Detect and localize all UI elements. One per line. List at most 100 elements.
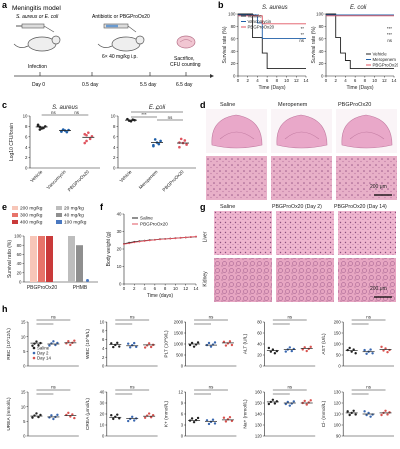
brain-section-saline bbox=[206, 109, 267, 153]
h-point bbox=[190, 341, 194, 345]
e-legend-label: 300 mg/kg bbox=[20, 213, 43, 219]
panel-g-histology: Saline PBGProOx20 (Day 2) PBGProOx20 (Da… bbox=[202, 204, 398, 302]
h-sig-label: ns bbox=[366, 385, 371, 390]
h-point bbox=[222, 416, 226, 419]
kidney-saline bbox=[214, 258, 272, 302]
h-point bbox=[286, 400, 289, 404]
e-ytick-label: 20 bbox=[17, 270, 22, 275]
e-legend-label: 200 mg/kg bbox=[20, 206, 43, 212]
c2-sig-label: ns bbox=[168, 115, 173, 120]
b1-xtick-label: 6 bbox=[266, 78, 269, 83]
mouse-icon-2 bbox=[97, 35, 145, 52]
b1-xtick-label: 8 bbox=[276, 78, 279, 83]
b1-annotation: ** bbox=[301, 26, 305, 31]
histology-g-row-liver: Liver bbox=[202, 231, 209, 243]
f-ytick-label: 40 bbox=[117, 212, 122, 217]
b1-xtick-label: 4 bbox=[256, 78, 259, 83]
h-point bbox=[71, 413, 74, 416]
h-point bbox=[369, 348, 372, 351]
c2-category-label: Vehicle bbox=[119, 169, 133, 183]
h-point bbox=[369, 415, 372, 418]
histology-g-images bbox=[214, 211, 396, 302]
h-point bbox=[382, 349, 385, 352]
h-point bbox=[39, 413, 42, 417]
b2-ytick-label: 20 bbox=[319, 61, 324, 66]
c1-point bbox=[38, 128, 42, 131]
h-point bbox=[69, 343, 72, 347]
b2-annotation: *** bbox=[387, 26, 392, 31]
brain-zoom-pbg bbox=[336, 156, 397, 200]
h-point bbox=[73, 339, 76, 342]
c1-ytick-label: 8 bbox=[25, 124, 28, 129]
b1-ytick-label: 40 bbox=[231, 49, 236, 54]
h-point bbox=[371, 352, 374, 355]
h-point bbox=[149, 416, 153, 419]
h-point bbox=[52, 417, 55, 421]
b2-ytick-label: 60 bbox=[319, 36, 324, 41]
dose-label: 6× 40 mg/kg i.p. bbox=[102, 54, 138, 60]
scalebar-d-label: 200 μm bbox=[370, 184, 387, 190]
e-legend-label: 100 mg/kg bbox=[64, 220, 87, 226]
h-ytick-label: 10 bbox=[21, 334, 26, 339]
h-legend-marker bbox=[32, 346, 36, 350]
h-ylabel: PLT (10^9/L) bbox=[164, 330, 170, 358]
b1-annotation: ** bbox=[301, 32, 305, 37]
e-legend-label: 20 mg/kg bbox=[64, 206, 84, 212]
syringe-icon bbox=[16, 23, 55, 33]
c2-point bbox=[178, 145, 181, 149]
h-ytick-label: 1000 bbox=[174, 342, 184, 347]
h-point bbox=[309, 399, 312, 402]
h-ytick-label: 200 bbox=[334, 320, 342, 325]
h-ytick-label: 140 bbox=[255, 412, 263, 417]
liver-day2 bbox=[276, 211, 334, 255]
b1-annotation: ns bbox=[299, 38, 304, 43]
c1-sig-label: ns bbox=[74, 110, 79, 115]
b1-xtick-label: 14 bbox=[304, 78, 309, 83]
e-ytick-label: 0 bbox=[19, 280, 22, 285]
h-ytick-label: 160 bbox=[255, 390, 263, 395]
f-xtick-label: 12 bbox=[183, 286, 188, 291]
b2-xtick-label: 14 bbox=[392, 78, 397, 83]
h-point bbox=[222, 340, 226, 344]
f-xlabel: Time (days) bbox=[147, 293, 174, 299]
f-ylabel: Body weight (g) bbox=[106, 231, 112, 266]
b1-title: S. aureus bbox=[262, 5, 288, 11]
e-ytick-label: 80 bbox=[17, 243, 22, 248]
f-xtick-label: 0 bbox=[123, 286, 126, 291]
h-point bbox=[269, 350, 273, 353]
h-point bbox=[290, 349, 293, 353]
h-ylabel: CREA (μmol/L) bbox=[85, 398, 91, 430]
e-legend-swatch bbox=[56, 213, 62, 217]
f-point bbox=[128, 242, 131, 245]
h-point bbox=[67, 340, 70, 343]
c2-point bbox=[153, 138, 157, 141]
h-ytick-label: 2 bbox=[102, 355, 105, 360]
h-point bbox=[303, 399, 306, 403]
h-point bbox=[188, 343, 192, 347]
f-xtick-label: 8 bbox=[164, 286, 167, 291]
e-group-label: PBGProOx20 bbox=[27, 285, 58, 291]
b1-ytick-label: 60 bbox=[231, 36, 236, 41]
histology-g-col-day2: PBGProOx20 (Day 2) bbox=[272, 204, 322, 210]
b1-ytick-label: 100 bbox=[228, 12, 236, 17]
h-legend-marker bbox=[32, 351, 36, 355]
h-point bbox=[305, 403, 308, 406]
h-point bbox=[301, 348, 304, 351]
chart-f-body-weight: 0 10 20 30 40 0 2 4 6 8 10 12 14 Time (days) Body weig… bbox=[106, 212, 199, 299]
h-ytick-label: 10 bbox=[21, 404, 26, 409]
panel-label-a: a bbox=[2, 0, 8, 10]
h-point bbox=[350, 350, 353, 353]
h-point bbox=[380, 345, 383, 349]
timeline-day-1: 0.5 day bbox=[82, 82, 99, 88]
b2-xtick-label: 2 bbox=[334, 78, 337, 83]
h-ytick-label: 2000 bbox=[174, 320, 184, 325]
h-point bbox=[230, 343, 234, 347]
h-ytick-label: 100 bbox=[334, 423, 342, 428]
h-ylabel: WBC (10^9/L) bbox=[85, 329, 91, 359]
h-point bbox=[363, 348, 366, 352]
b2-ytick-label: 0 bbox=[321, 74, 324, 79]
b2-xtick-label: 0 bbox=[325, 78, 328, 83]
b2-xtick-label: 6 bbox=[354, 78, 357, 83]
b2-ylabel: Survival rate (%) bbox=[311, 26, 317, 63]
